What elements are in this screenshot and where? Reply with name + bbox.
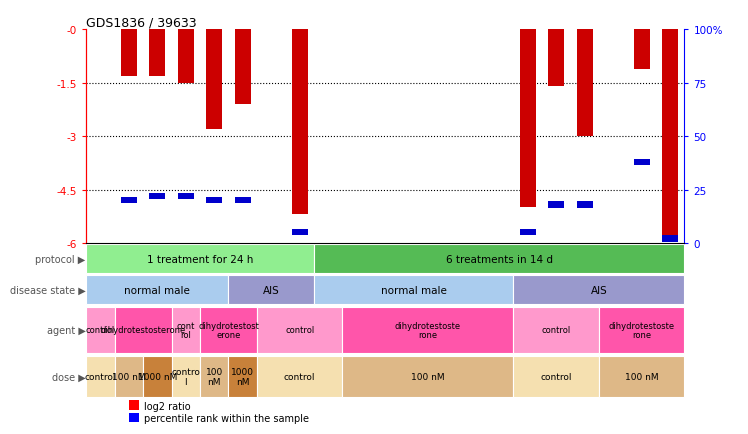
Text: dihydrotestost
erone: dihydrotestost erone xyxy=(198,321,259,339)
Text: AIS: AIS xyxy=(263,285,280,295)
Bar xyxy=(235,197,251,204)
Bar xyxy=(235,30,251,105)
Text: 100
nM: 100 nM xyxy=(206,368,223,386)
FancyBboxPatch shape xyxy=(314,276,513,305)
Text: 100 nM: 100 nM xyxy=(411,372,445,381)
Bar xyxy=(206,197,222,204)
FancyBboxPatch shape xyxy=(143,356,171,398)
Bar xyxy=(662,30,678,236)
Bar xyxy=(129,413,138,422)
Text: dihydrotestosterone: dihydrotestosterone xyxy=(100,326,186,335)
FancyBboxPatch shape xyxy=(171,356,200,398)
FancyBboxPatch shape xyxy=(343,307,513,353)
FancyBboxPatch shape xyxy=(513,276,684,305)
Bar xyxy=(129,401,138,410)
FancyBboxPatch shape xyxy=(171,307,200,353)
Bar xyxy=(662,236,678,242)
Bar xyxy=(548,30,564,87)
Bar xyxy=(150,193,165,200)
Text: dihydrotestoste
rone: dihydrotestoste rone xyxy=(609,321,675,339)
Text: dihydrotestoste
rone: dihydrotestoste rone xyxy=(395,321,461,339)
FancyBboxPatch shape xyxy=(114,356,143,398)
Text: disease state ▶: disease state ▶ xyxy=(10,285,85,295)
FancyBboxPatch shape xyxy=(228,276,314,305)
Text: GDS1836 / 39633: GDS1836 / 39633 xyxy=(86,16,197,29)
FancyBboxPatch shape xyxy=(257,307,343,353)
FancyBboxPatch shape xyxy=(86,356,114,398)
FancyBboxPatch shape xyxy=(513,356,599,398)
FancyBboxPatch shape xyxy=(86,307,114,353)
Text: 100 nM: 100 nM xyxy=(625,372,658,381)
Bar xyxy=(520,230,536,236)
FancyBboxPatch shape xyxy=(257,356,343,398)
Text: control: control xyxy=(285,326,314,335)
Text: control: control xyxy=(542,326,571,335)
Text: cont
rol: cont rol xyxy=(177,321,195,339)
Bar xyxy=(577,202,592,208)
Bar xyxy=(206,30,222,130)
Bar xyxy=(634,30,649,69)
FancyBboxPatch shape xyxy=(86,276,228,305)
Bar xyxy=(292,230,307,236)
Bar xyxy=(178,193,194,200)
Text: control: control xyxy=(85,372,116,381)
Text: 100 nM: 100 nM xyxy=(112,372,146,381)
Text: protocol ▶: protocol ▶ xyxy=(35,254,85,264)
Bar xyxy=(577,30,592,137)
Bar xyxy=(150,30,165,76)
FancyBboxPatch shape xyxy=(114,307,171,353)
Text: control: control xyxy=(85,326,115,335)
Text: 1000 nM: 1000 nM xyxy=(138,372,177,381)
Text: normal male: normal male xyxy=(124,285,190,295)
Text: log2 ratio: log2 ratio xyxy=(144,401,191,411)
Bar xyxy=(634,159,649,166)
Text: 1000
nM: 1000 nM xyxy=(231,368,254,386)
FancyBboxPatch shape xyxy=(200,356,228,398)
Text: dose ▶: dose ▶ xyxy=(52,372,85,381)
Bar xyxy=(178,30,194,84)
FancyBboxPatch shape xyxy=(200,307,257,353)
Text: control: control xyxy=(541,372,572,381)
FancyBboxPatch shape xyxy=(343,356,513,398)
Text: 6 treatments in 14 d: 6 treatments in 14 d xyxy=(446,254,553,264)
Text: AIS: AIS xyxy=(591,285,607,295)
Bar xyxy=(520,30,536,208)
FancyBboxPatch shape xyxy=(86,244,314,273)
FancyBboxPatch shape xyxy=(314,244,684,273)
Text: control: control xyxy=(284,372,316,381)
Text: agent ▶: agent ▶ xyxy=(46,325,85,335)
Bar xyxy=(548,202,564,208)
Bar xyxy=(292,30,307,215)
Bar xyxy=(121,197,137,204)
Text: normal male: normal male xyxy=(381,285,447,295)
FancyBboxPatch shape xyxy=(599,356,684,398)
FancyBboxPatch shape xyxy=(513,307,599,353)
Text: contro
l: contro l xyxy=(171,368,200,386)
Bar xyxy=(121,30,137,76)
Text: percentile rank within the sample: percentile rank within the sample xyxy=(144,413,310,423)
FancyBboxPatch shape xyxy=(228,356,257,398)
Text: 1 treatment for 24 h: 1 treatment for 24 h xyxy=(147,254,253,264)
FancyBboxPatch shape xyxy=(599,307,684,353)
